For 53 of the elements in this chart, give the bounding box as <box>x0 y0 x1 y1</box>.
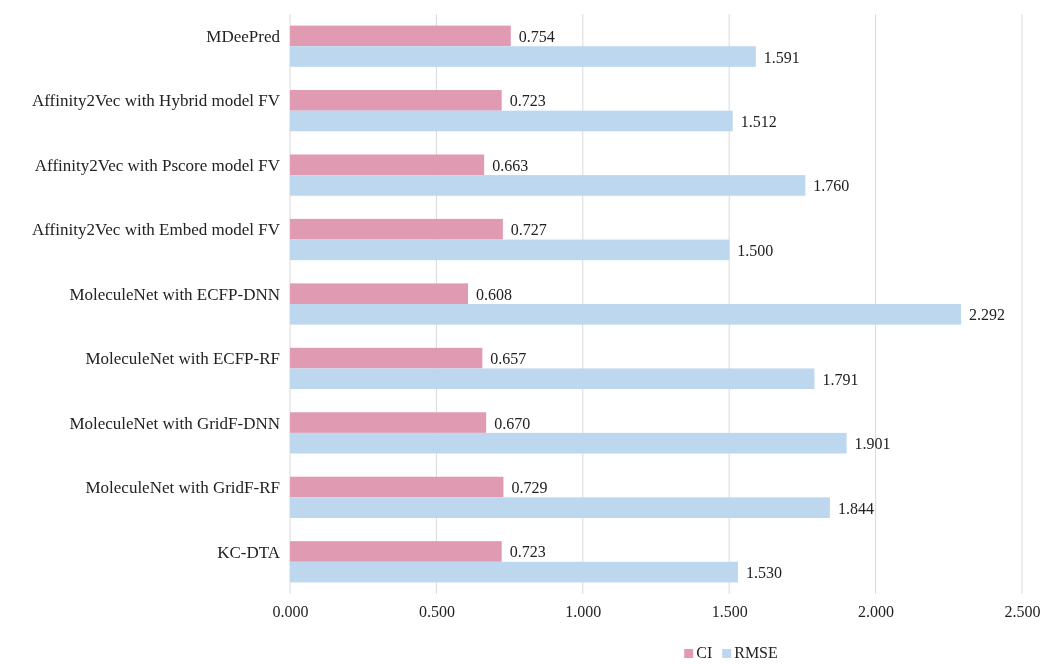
bar <box>290 154 485 176</box>
x-tick-label: 1.500 <box>711 603 748 621</box>
data-label: 0.754 <box>518 27 555 45</box>
y-tick-label: MDeePred <box>206 26 281 46</box>
data-label: 1.530 <box>745 564 782 582</box>
data-label: 0.663 <box>492 156 529 174</box>
y-tick-label: Affinity2Vec with Pscore model FV <box>34 155 281 175</box>
x-tick-label: 2.500 <box>1004 603 1041 621</box>
bar <box>290 218 503 240</box>
bar <box>290 476 504 498</box>
y-tick-label: MoleculeNet with ECFP-DNN <box>69 284 280 304</box>
bar <box>290 283 469 304</box>
x-tick-label: 2.000 <box>858 603 895 621</box>
legend-label: CI <box>696 644 713 661</box>
bar <box>290 561 738 583</box>
bar <box>290 347 483 369</box>
bar <box>290 175 806 196</box>
bar <box>290 239 730 261</box>
y-tick-label: Affinity2Vec with Embed model FV <box>31 220 281 240</box>
bar <box>290 541 502 562</box>
y-tick-label: MoleculeNet with ECFP-RF <box>85 349 280 369</box>
data-label: 2.292 <box>969 306 1006 324</box>
x-tick-label: 0.000 <box>272 603 309 621</box>
data-label: 0.670 <box>494 414 531 432</box>
data-label: 0.608 <box>476 285 513 303</box>
bar <box>290 25 511 47</box>
data-label: 1.901 <box>854 435 891 453</box>
data-label: 1.591 <box>763 48 800 66</box>
x-tick-label: 1.000 <box>565 603 602 621</box>
legend-label: RMSE <box>734 644 778 661</box>
data-label: 1.500 <box>737 241 774 259</box>
y-tick-label: KC-DTA <box>217 542 281 562</box>
y-tick-label: MoleculeNet with GridF-DNN <box>69 413 280 433</box>
data-label: 0.723 <box>509 543 546 561</box>
bar <box>290 110 733 132</box>
x-tick-label: 0.500 <box>418 603 455 621</box>
bar <box>290 368 815 390</box>
data-label: 0.723 <box>509 92 546 110</box>
data-label: 1.760 <box>813 177 850 195</box>
bar <box>290 432 847 454</box>
y-tick-label: MoleculeNet with GridF-RF <box>85 478 280 498</box>
data-label: 1.844 <box>837 499 874 517</box>
bar <box>290 412 487 433</box>
data-label: 1.791 <box>822 370 859 388</box>
y-tick-label: Affinity2Vec with Hybrid model FV <box>31 91 281 111</box>
bar <box>290 46 756 67</box>
bar <box>290 304 962 325</box>
bar <box>290 90 502 111</box>
data-label: 0.727 <box>510 221 547 239</box>
data-label: 0.657 <box>490 350 527 368</box>
bar <box>290 497 830 518</box>
data-label: 1.512 <box>740 112 777 130</box>
data-label: 0.729 <box>511 479 548 497</box>
